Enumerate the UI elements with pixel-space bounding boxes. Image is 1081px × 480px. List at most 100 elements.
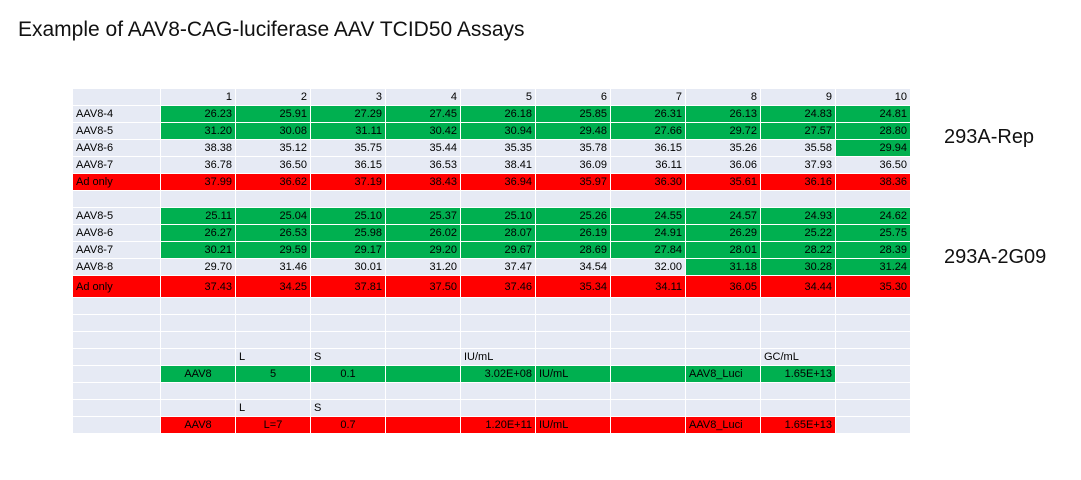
empty-cell: [160, 382, 236, 400]
column-header: 10: [835, 88, 911, 106]
ct-value-cell: 26.27: [160, 224, 236, 242]
ct-value-cell: 36.15: [310, 156, 386, 174]
calc-header-cell: [610, 399, 686, 417]
empty-cell: [310, 190, 386, 208]
empty-cell: [610, 331, 686, 349]
ct-value-cell: 37.50: [385, 275, 461, 298]
ct-value-cell: 36.16: [760, 173, 836, 191]
empty-cell: [835, 314, 911, 332]
ct-value-cell: 24.93: [760, 207, 836, 225]
empty-cell: [235, 190, 311, 208]
calc-header-cell: IU/mL: [460, 348, 536, 366]
blank-row: [72, 382, 911, 400]
ct-value-cell: 31.18: [685, 258, 761, 276]
calc-header-cell: [685, 399, 761, 417]
ct-value-cell: 26.31: [610, 105, 686, 123]
ct-value-cell: 25.22: [760, 224, 836, 242]
empty-cell: [72, 382, 161, 400]
ct-value-cell: 27.57: [760, 122, 836, 140]
ct-value-cell: 37.19: [310, 173, 386, 191]
empty-cell: [835, 382, 911, 400]
calc-header-cell: S: [310, 348, 386, 366]
ct-value-cell: 29.17: [310, 241, 386, 259]
calc-cell: IU/mL: [535, 365, 611, 383]
column-header: 1: [160, 88, 236, 106]
calc-header-cell: GC/mL: [760, 348, 836, 366]
ct-value-cell: 24.62: [835, 207, 911, 225]
ct-value-cell: 36.50: [235, 156, 311, 174]
calc-header-cell: [460, 399, 536, 417]
calc-cell: 1.20E+11: [460, 416, 536, 434]
ct-value-cell: 36.05: [685, 275, 761, 298]
ct-value-cell: 38.36: [835, 173, 911, 191]
empty-cell: [535, 190, 611, 208]
table-row: AAV8-7 36.78 36.50 36.15 36.53 38.41 36.09 36.1…: [72, 156, 911, 174]
empty-cell: [385, 297, 461, 315]
ct-value-cell: 37.93: [760, 156, 836, 174]
calc-cell: 3.02E+08: [460, 365, 536, 383]
cell-line-label-rep: 293A-Rep: [944, 126, 1035, 148]
row-label: Ad only: [72, 275, 161, 298]
column-header: 2: [235, 88, 311, 106]
table-row: AAV8-6 26.27 26.53 25.98 26.02 28.07 26.19 24.9…: [72, 224, 911, 242]
empty-cell: [235, 297, 311, 315]
empty-cell: [460, 314, 536, 332]
calc-header-cell: S: [310, 399, 386, 417]
calc-cell: [72, 416, 161, 434]
ct-value-cell: 37.47: [460, 258, 536, 276]
ct-value-cell: 31.24: [835, 258, 911, 276]
calc-cell: [835, 365, 911, 383]
ct-value-cell: 38.43: [385, 173, 461, 191]
ct-value-cell: 35.35: [460, 139, 536, 157]
ct-value-cell: 31.46: [235, 258, 311, 276]
ct-value-cell: 29.59: [235, 241, 311, 259]
calc-header-cell: [160, 348, 236, 366]
empty-cell: [610, 190, 686, 208]
calc-cell: 1.65E+13: [760, 365, 836, 383]
empty-cell: [385, 190, 461, 208]
empty-cell: [385, 314, 461, 332]
assay-table: 1 2 3 4 5 6 7 8 9 10 AAV8-4 26.23 25.91 27.29 27.45 26.…: [72, 88, 911, 434]
ct-value-cell: 25.37: [385, 207, 461, 225]
empty-cell: [72, 190, 161, 208]
ct-value-cell: 35.61: [685, 173, 761, 191]
column-header: 8: [685, 88, 761, 106]
ct-value-cell: 25.10: [310, 207, 386, 225]
ct-value-cell: 28.39: [835, 241, 911, 259]
empty-cell: [610, 382, 686, 400]
calc-cell: 1.65E+13: [760, 416, 836, 434]
ct-value-cell: 26.02: [385, 224, 461, 242]
blank-row: [72, 331, 911, 349]
calc-cell: 0.7: [310, 416, 386, 434]
ct-value-cell: 35.44: [385, 139, 461, 157]
ct-value-cell: 34.11: [610, 275, 686, 298]
column-header: 3: [310, 88, 386, 106]
calc-cell: L=7: [235, 416, 311, 434]
ct-value-cell: 26.18: [460, 105, 536, 123]
calc-header-row: L S IU/mL GC/mL: [72, 348, 911, 366]
ct-value-cell: 24.83: [760, 105, 836, 123]
ct-value-cell: 25.98: [310, 224, 386, 242]
empty-cell: [535, 297, 611, 315]
ct-value-cell: 28.22: [760, 241, 836, 259]
table-row: AAV8-4 26.23 25.91 27.29 27.45 26.18 25.85 26.3…: [72, 105, 911, 123]
ct-value-cell: 28.01: [685, 241, 761, 259]
calc-header-cell: [160, 399, 236, 417]
calc-cell: AAV8: [160, 365, 236, 383]
ct-value-cell: 31.20: [160, 122, 236, 140]
empty-cell: [760, 314, 836, 332]
ct-value-cell: 36.50: [835, 156, 911, 174]
calc-cell: [610, 365, 686, 383]
ct-value-cell: 29.94: [835, 139, 911, 157]
row-label: AAV8-4: [72, 105, 161, 123]
ct-value-cell: 25.91: [235, 105, 311, 123]
ct-value-cell: 27.29: [310, 105, 386, 123]
empty-cell: [535, 331, 611, 349]
calc-header-cell: [535, 399, 611, 417]
calc-cell: [610, 416, 686, 434]
calc-header-cell: L: [235, 348, 311, 366]
empty-cell: [535, 314, 611, 332]
calc-header-cell: [385, 348, 461, 366]
empty-cell: [160, 331, 236, 349]
